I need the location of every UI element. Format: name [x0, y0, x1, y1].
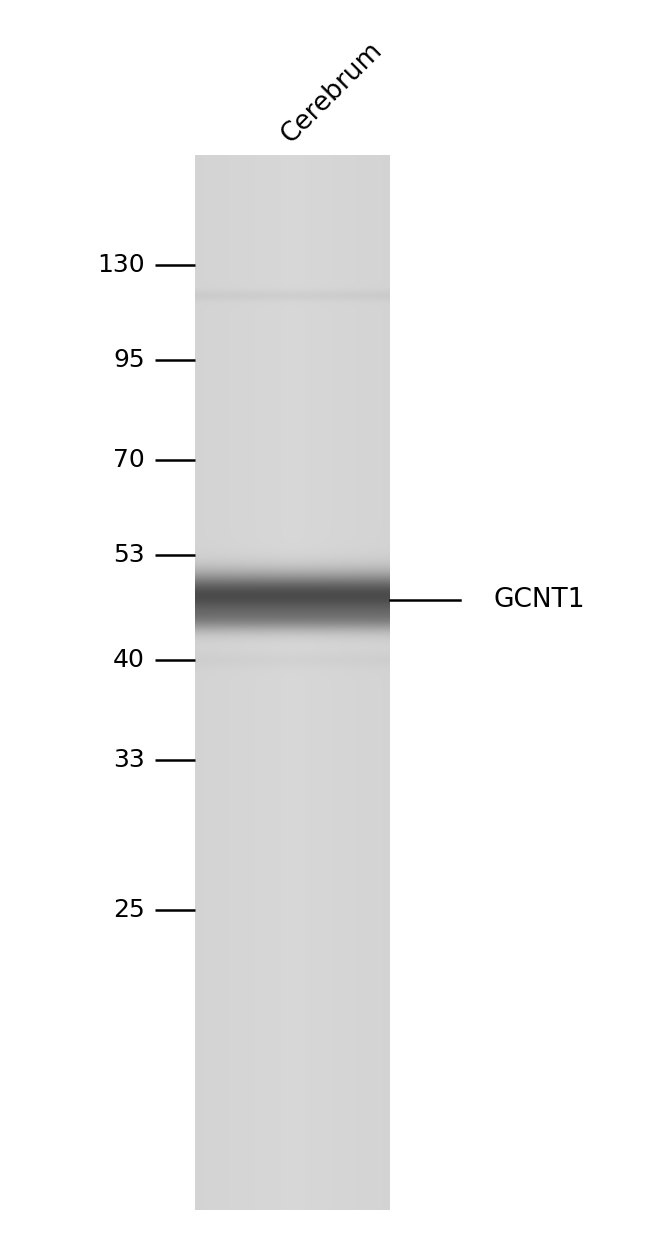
Text: 33: 33 — [113, 748, 145, 772]
Text: GCNT1: GCNT1 — [493, 588, 585, 614]
Text: 40: 40 — [113, 648, 145, 672]
Text: 70: 70 — [113, 448, 145, 473]
Text: 25: 25 — [113, 898, 145, 922]
Text: 130: 130 — [97, 254, 145, 277]
Text: 95: 95 — [113, 348, 145, 372]
Text: Cerebrum: Cerebrum — [277, 37, 388, 148]
Text: 53: 53 — [113, 543, 145, 567]
